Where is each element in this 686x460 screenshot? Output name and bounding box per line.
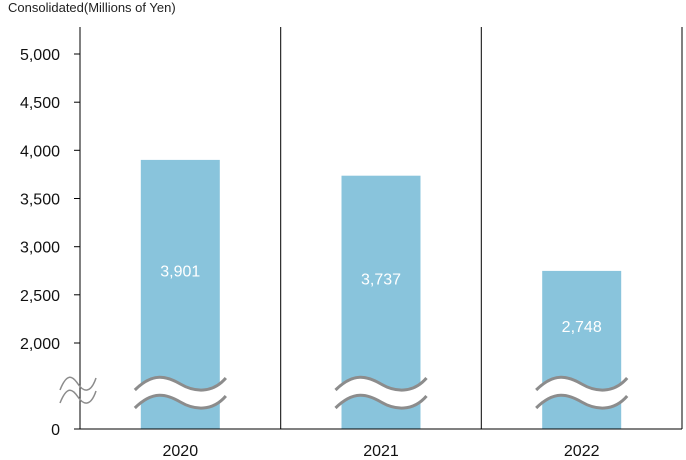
- axis-break-line-upper: [535, 375, 629, 392]
- x-tick-label: 2020: [163, 443, 199, 460]
- axis-break-gap: [134, 377, 226, 409]
- axis-break-line-lower: [133, 393, 227, 410]
- bar-value-label-2021: 3,737: [361, 271, 401, 288]
- axis-break-gap: [536, 377, 628, 409]
- axis-break-line-lower: [334, 393, 428, 410]
- y-tick-label: 5,000: [20, 47, 60, 64]
- y-axis-break-mark-upper: [59, 376, 97, 391]
- axis-break-line-lower: [535, 393, 629, 410]
- y-tick-label: 4,000: [20, 143, 60, 160]
- x-tick-label: 2021: [363, 443, 399, 460]
- y-tick-label: 2,000: [20, 336, 60, 353]
- y-axis-break-mark-lower: [59, 389, 97, 404]
- y-tick-label: 0: [51, 422, 60, 439]
- bar-value-label-2020: 3,901: [160, 263, 200, 280]
- bar-value-label-2022: 2,748: [562, 319, 602, 336]
- chart-unit-label: Consolidated(Millions of Yen): [8, 0, 176, 15]
- y-tick-label: 3,000: [20, 240, 60, 257]
- y-tick-label: 4,500: [20, 95, 60, 112]
- y-tick-label: 2,500: [20, 288, 60, 305]
- axis-break-line-upper: [133, 375, 227, 392]
- y-tick-label: 3,500: [20, 192, 60, 209]
- axis-break-line-upper: [334, 375, 428, 392]
- axis-break-gap: [335, 377, 427, 409]
- x-tick-label: 2022: [564, 443, 600, 460]
